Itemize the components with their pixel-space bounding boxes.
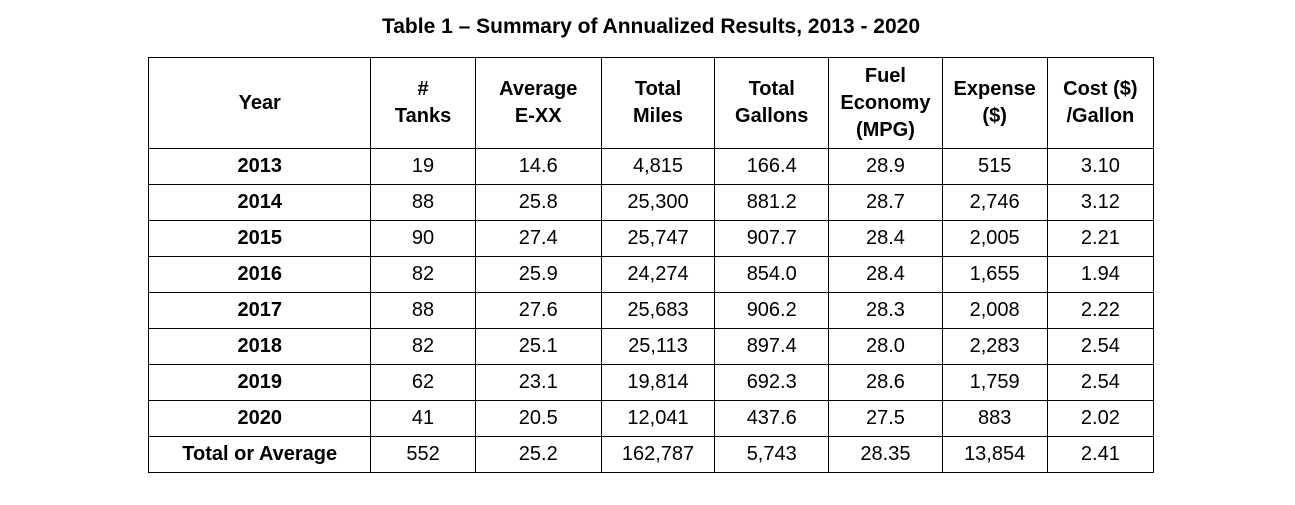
table-row: 2015 90 27.4 25,747 907.7 28.4 2,005 2.21 xyxy=(147,220,1155,257)
header-row: Year # Tanks Average E-XX Total Miles To… xyxy=(147,57,1155,149)
data-cell: 162,787 xyxy=(600,436,716,473)
data-cell: 28.35 xyxy=(828,436,943,473)
column-header-fuel-economy: Fuel Economy (MPG) xyxy=(828,57,943,149)
data-cell: 692.3 xyxy=(714,364,830,401)
data-cell: 1,759 xyxy=(941,364,1048,401)
row-label-cell: 2020 xyxy=(147,400,372,437)
data-cell: 2,008 xyxy=(941,292,1048,329)
table-row: 2013 19 14.6 4,815 166.4 28.9 515 3.10 xyxy=(147,148,1155,185)
data-cell: 62 xyxy=(370,364,476,401)
data-cell: 2,746 xyxy=(941,184,1048,221)
data-cell: 437.6 xyxy=(714,400,830,437)
data-cell: 23.1 xyxy=(474,364,602,401)
data-cell: 2,005 xyxy=(941,220,1048,257)
data-cell: 25.1 xyxy=(474,328,602,365)
data-cell: 2.22 xyxy=(1046,292,1155,329)
data-cell: 3.12 xyxy=(1046,184,1155,221)
data-cell: 90 xyxy=(370,220,476,257)
data-cell: 515 xyxy=(941,148,1048,185)
data-cell: 25.8 xyxy=(474,184,602,221)
data-cell: 552 xyxy=(370,436,476,473)
table-row: Total or Average 552 25.2 162,787 5,743 28.35… xyxy=(147,436,1155,473)
table-header: Year # Tanks Average E-XX Total Miles To… xyxy=(147,57,1155,149)
row-label-cell: 2019 xyxy=(147,364,372,401)
data-cell: 20.5 xyxy=(474,400,602,437)
data-cell: 12,041 xyxy=(600,400,716,437)
column-header-tanks: # Tanks xyxy=(370,57,476,149)
data-cell: 906.2 xyxy=(714,292,830,329)
row-label-cell: 2014 xyxy=(147,184,372,221)
data-cell: 1,655 xyxy=(941,256,1048,293)
table-row: 2018 82 25.1 25,113 897.4 28.0 2,283 2.54 xyxy=(147,328,1155,365)
column-header-expense: Expense ($) xyxy=(941,57,1048,149)
row-label-cell: 2013 xyxy=(147,148,372,185)
data-cell: 27.5 xyxy=(828,400,943,437)
column-header-year: Year xyxy=(147,57,372,149)
row-label-cell: 2018 xyxy=(147,328,372,365)
data-cell: 28.0 xyxy=(828,328,943,365)
row-label-cell: 2017 xyxy=(147,292,372,329)
column-header-total-gallons: Total Gallons xyxy=(714,57,830,149)
data-cell: 24,274 xyxy=(600,256,716,293)
row-label-cell: 2015 xyxy=(147,220,372,257)
data-cell: 2.21 xyxy=(1046,220,1155,257)
data-cell: 27.4 xyxy=(474,220,602,257)
table-row: 2014 88 25.8 25,300 881.2 28.7 2,746 3.12 xyxy=(147,184,1155,221)
data-cell: 82 xyxy=(370,328,476,365)
data-cell: 28.6 xyxy=(828,364,943,401)
column-header-total-miles: Total Miles xyxy=(600,57,716,149)
data-cell: 897.4 xyxy=(714,328,830,365)
data-cell: 25.9 xyxy=(474,256,602,293)
data-cell: 82 xyxy=(370,256,476,293)
data-cell: 4,815 xyxy=(600,148,716,185)
data-cell: 1.94 xyxy=(1046,256,1155,293)
data-cell: 2.54 xyxy=(1046,328,1155,365)
data-cell: 25,683 xyxy=(600,292,716,329)
table-title: Table 1 – Summary of Annualized Results,… xyxy=(381,15,921,38)
data-cell: 28.9 xyxy=(828,148,943,185)
data-cell: 854.0 xyxy=(714,256,830,293)
column-header-cost-per-gallon: Cost ($) /Gallon xyxy=(1046,57,1155,149)
annualized-results-table: Year # Tanks Average E-XX Total Miles To… xyxy=(147,57,1155,473)
data-cell: 3.10 xyxy=(1046,148,1155,185)
data-cell: 14.6 xyxy=(474,148,602,185)
data-cell: 881.2 xyxy=(714,184,830,221)
data-cell: 25,747 xyxy=(600,220,716,257)
table-row: 2020 41 20.5 12,041 437.6 27.5 883 2.02 xyxy=(147,400,1155,437)
data-cell: 5,743 xyxy=(714,436,830,473)
data-cell: 88 xyxy=(370,184,476,221)
table-row: 2017 88 27.6 25,683 906.2 28.3 2,008 2.22 xyxy=(147,292,1155,329)
data-cell: 883 xyxy=(941,400,1048,437)
row-label-cell: Total or Average xyxy=(147,436,372,473)
data-cell: 41 xyxy=(370,400,476,437)
data-cell: 28.7 xyxy=(828,184,943,221)
data-cell: 19 xyxy=(370,148,476,185)
data-cell: 19,814 xyxy=(600,364,716,401)
table-row: 2016 82 25.9 24,274 854.0 28.4 1,655 1.94 xyxy=(147,256,1155,293)
data-cell: 13,854 xyxy=(941,436,1048,473)
data-cell: 25,113 xyxy=(600,328,716,365)
data-cell: 2.02 xyxy=(1046,400,1155,437)
data-cell: 28.4 xyxy=(828,220,943,257)
table-body: 2013 19 14.6 4,815 166.4 28.9 515 3.10 2014 88 25.… xyxy=(147,148,1155,473)
data-cell: 25.2 xyxy=(474,436,602,473)
data-cell: 28.3 xyxy=(828,292,943,329)
data-cell: 25,300 xyxy=(600,184,716,221)
data-cell: 88 xyxy=(370,292,476,329)
data-cell: 27.6 xyxy=(474,292,602,329)
data-cell: 28.4 xyxy=(828,256,943,293)
data-cell: 907.7 xyxy=(714,220,830,257)
table-row: 2019 62 23.1 19,814 692.3 28.6 1,759 2.54 xyxy=(147,364,1155,401)
data-cell: 2.41 xyxy=(1046,436,1155,473)
data-cell: 166.4 xyxy=(714,148,830,185)
column-header-average-exx: Average E-XX xyxy=(474,57,602,149)
data-cell: 2,283 xyxy=(941,328,1048,365)
data-cell: 2.54 xyxy=(1046,364,1155,401)
row-label-cell: 2016 xyxy=(147,256,372,293)
